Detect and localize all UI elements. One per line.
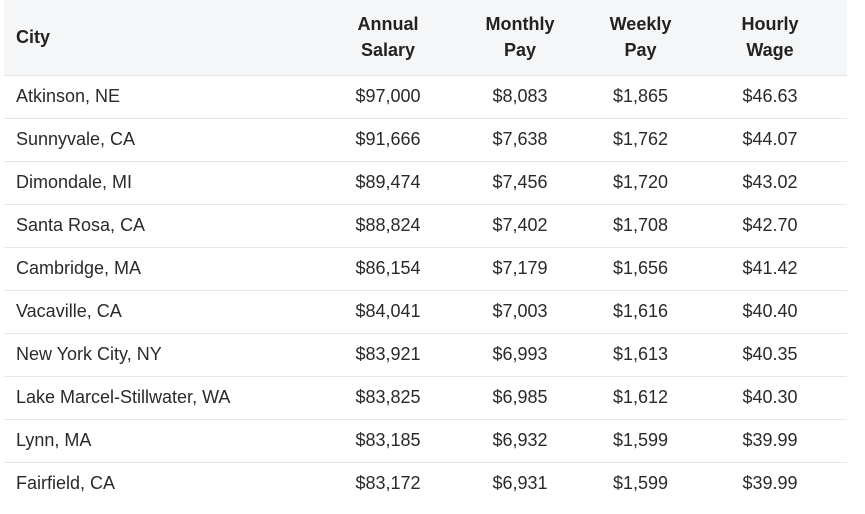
cell-hourly-wage: $42.70 [742, 215, 798, 235]
cell-hourly-wage: $39.99 [742, 430, 798, 450]
cell-city: Cambridge, MA [16, 258, 142, 278]
cell-hourly-wage: $40.35 [742, 344, 798, 364]
cell-hourly-wage: $41.42 [742, 258, 798, 278]
cell-hourly-wage: $43.02 [742, 172, 798, 192]
column-header-hourly-line1: Hourly [741, 14, 799, 35]
cell-hourly-wage: $46.63 [742, 86, 798, 106]
column-header-city: City [16, 27, 51, 48]
cell-city: Vacaville, CA [16, 301, 122, 321]
cell-monthly-pay: $7,402 [492, 215, 548, 235]
table-row: Santa Rosa, CA $88,824 $7,402 $1,708 $42… [4, 204, 847, 247]
cell-annual-salary: $86,154 [355, 258, 421, 278]
cell-hourly-wage: $40.30 [742, 387, 798, 407]
cell-annual-salary: $91,666 [355, 129, 421, 149]
column-header-monthly-pay: Monthly Pay [452, 0, 588, 75]
column-header-annual-salary: Annual Salary [324, 0, 452, 75]
cell-annual-salary: $88,824 [355, 215, 421, 235]
cell-weekly-pay: $1,708 [612, 215, 669, 235]
cell-annual-salary: $83,172 [355, 473, 421, 494]
cell-weekly-pay: $1,599 [612, 430, 669, 450]
cell-weekly-pay: $1,616 [612, 301, 669, 321]
column-header-hourly-line2: Wage [746, 40, 794, 61]
cell-city: Dimondale, MI [16, 172, 133, 192]
table-row: New York City, NY $83,921 $6,993 $1,613 … [4, 333, 847, 376]
cell-weekly-pay: $1,612 [612, 387, 669, 407]
cell-annual-salary: $97,000 [355, 86, 421, 106]
cell-hourly-wage: $44.07 [742, 129, 798, 149]
cell-monthly-pay: $6,993 [492, 344, 548, 364]
cell-city: Sunnyvale, CA [16, 129, 136, 149]
cell-city: Lake Marcel-Stillwater, WA [16, 387, 231, 407]
table-row: Sunnyvale, CA $91,666 $7,638 $1,762 $44.… [4, 118, 847, 161]
column-header-weekly-line2: Pay [624, 40, 657, 61]
salary-table-container: City Annual Salary Monthly Pay Weekly Pa… [4, 0, 847, 505]
cell-city: Fairfield, CA [16, 473, 116, 494]
cell-city: Atkinson, NE [16, 86, 121, 106]
cell-weekly-pay: $1,613 [612, 344, 669, 364]
cell-annual-salary: $83,825 [355, 387, 421, 407]
cell-monthly-pay: $6,931 [492, 473, 548, 494]
column-header-monthly-line2: Pay [503, 40, 537, 61]
cell-weekly-pay: $1,599 [612, 473, 669, 494]
cell-weekly-pay: $1,720 [612, 172, 669, 192]
table-row: Dimondale, MI $89,474 $7,456 $1,720 $43.… [4, 161, 847, 204]
cell-monthly-pay: $6,985 [492, 387, 548, 407]
table-row: Lynn, MA $83,185 $6,932 $1,599 $39.99 [4, 419, 847, 462]
column-header-monthly-line1: Monthly [485, 14, 555, 35]
cell-monthly-pay: $7,003 [492, 301, 548, 321]
cell-monthly-pay: $7,638 [492, 129, 548, 149]
cell-hourly-wage: $39.99 [742, 473, 798, 494]
salary-table: City Annual Salary Monthly Pay Weekly Pa… [4, 0, 847, 505]
cell-monthly-pay: $6,932 [492, 430, 548, 450]
table-row: Fairfield, CA $83,172 $6,931 $1,599 $39.… [4, 462, 847, 505]
cell-annual-salary: $83,921 [355, 344, 421, 364]
cell-weekly-pay: $1,762 [612, 129, 669, 149]
cell-annual-salary: $83,185 [355, 430, 421, 450]
cell-hourly-wage: $40.40 [742, 301, 798, 321]
table-row: Atkinson, NE $97,000 $8,083 $1,865 $46.6… [4, 75, 847, 118]
column-header-annual-line1: Annual [357, 14, 419, 35]
table-row: Lake Marcel-Stillwater, WA $83,825 $6,98… [4, 376, 847, 419]
column-header-weekly-pay: Weekly Pay [588, 0, 693, 75]
column-header-weekly-line1: Weekly [609, 14, 672, 35]
cell-city: New York City, NY [16, 344, 162, 364]
cell-city: Santa Rosa, CA [16, 215, 146, 235]
cell-monthly-pay: $7,179 [492, 258, 548, 278]
column-header-annual-line2: Salary [360, 40, 416, 61]
cell-weekly-pay: $1,865 [612, 86, 669, 106]
cell-annual-salary: $89,474 [355, 172, 421, 192]
cell-monthly-pay: $8,083 [492, 86, 548, 106]
column-header-hourly-wage: Hourly Wage [693, 0, 847, 75]
table-row: Cambridge, MA $86,154 $7,179 $1,656 $41.… [4, 247, 847, 290]
cell-annual-salary: $84,041 [355, 301, 421, 321]
cell-monthly-pay: $7,456 [492, 172, 548, 192]
table-header-row: City Annual Salary Monthly Pay Weekly Pa… [4, 0, 847, 75]
cell-city: Lynn, MA [16, 430, 92, 450]
table-row: Vacaville, CA $84,041 $7,003 $1,616 $40.… [4, 290, 847, 333]
cell-weekly-pay: $1,656 [612, 258, 669, 278]
